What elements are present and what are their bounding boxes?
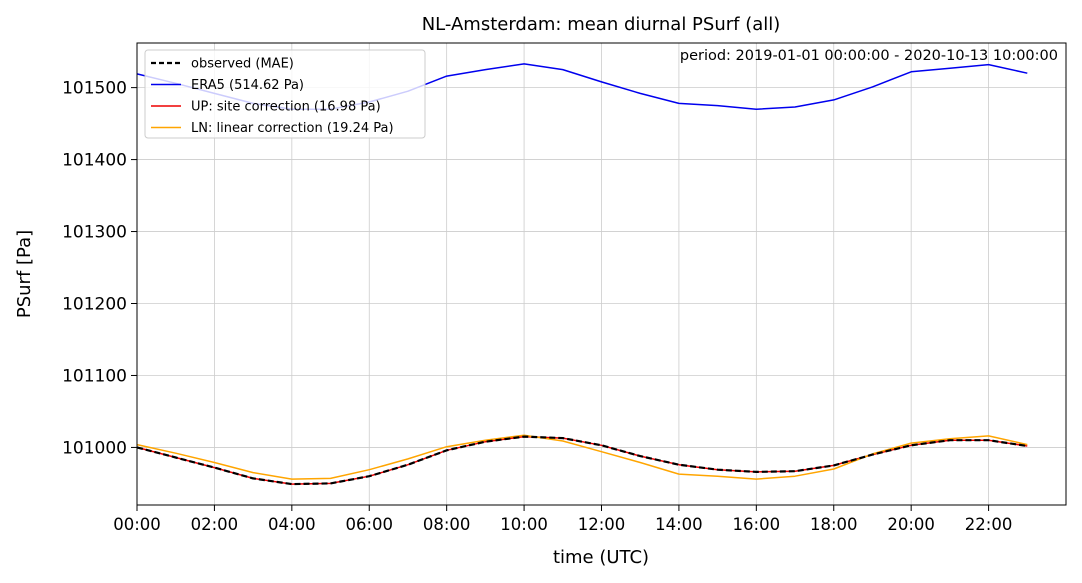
legend: observed (MAE) ERA5 (514.62 Pa) UP: site c… <box>144 49 426 139</box>
y-tick-label: 101100 <box>62 366 127 386</box>
y-tick-label: 101300 <box>62 223 127 243</box>
legend-label: LN: linear correction (19.24 Pa) <box>191 121 394 136</box>
x-axis-label: time (UTC) <box>553 547 649 568</box>
x-tick-label: 20:00 <box>887 515 935 534</box>
y-tick-label: 101200 <box>62 295 127 315</box>
period-annotation: period: 2019-01-01 00:00:00 - 2020-10-13… <box>680 48 1058 64</box>
legend-label: observed (MAE) <box>191 57 294 72</box>
y-tick-label: 101400 <box>62 151 127 171</box>
x-tick-label: 02:00 <box>191 515 239 534</box>
y-tick-label: 101500 <box>62 79 127 99</box>
x-tick-label: 00:00 <box>113 515 161 534</box>
x-axis: 00:00 02:00 04:00 06:00 08:00 10:00 12:00 14:00… <box>113 505 1012 534</box>
x-tick-label: 16:00 <box>733 515 781 534</box>
x-tick-label: 12:00 <box>578 515 626 534</box>
x-tick-label: 06:00 <box>345 515 393 534</box>
y-axis: 101000 101100 101200 101300 101400 101500 <box>62 79 137 458</box>
x-tick-label: 10:00 <box>500 515 548 534</box>
x-tick-label: 04:00 <box>268 515 316 534</box>
x-tick-label: 18:00 <box>810 515 858 534</box>
x-tick-label: 14:00 <box>655 515 703 534</box>
legend-label: ERA5 (514.62 Pa) <box>191 78 304 93</box>
legend-box <box>144 49 426 139</box>
y-tick-label: 101000 <box>62 438 127 458</box>
legend-label: UP: site correction (16.98 Pa) <box>191 100 381 115</box>
y-axis-label: PSurf [Pa] <box>14 230 35 318</box>
x-tick-label: 08:00 <box>423 515 471 534</box>
chart-title: NL-Amsterdam: mean diurnal PSurf (all) <box>422 14 781 35</box>
series-line <box>136 435 1028 486</box>
x-tick-label: 22:00 <box>965 515 1013 534</box>
